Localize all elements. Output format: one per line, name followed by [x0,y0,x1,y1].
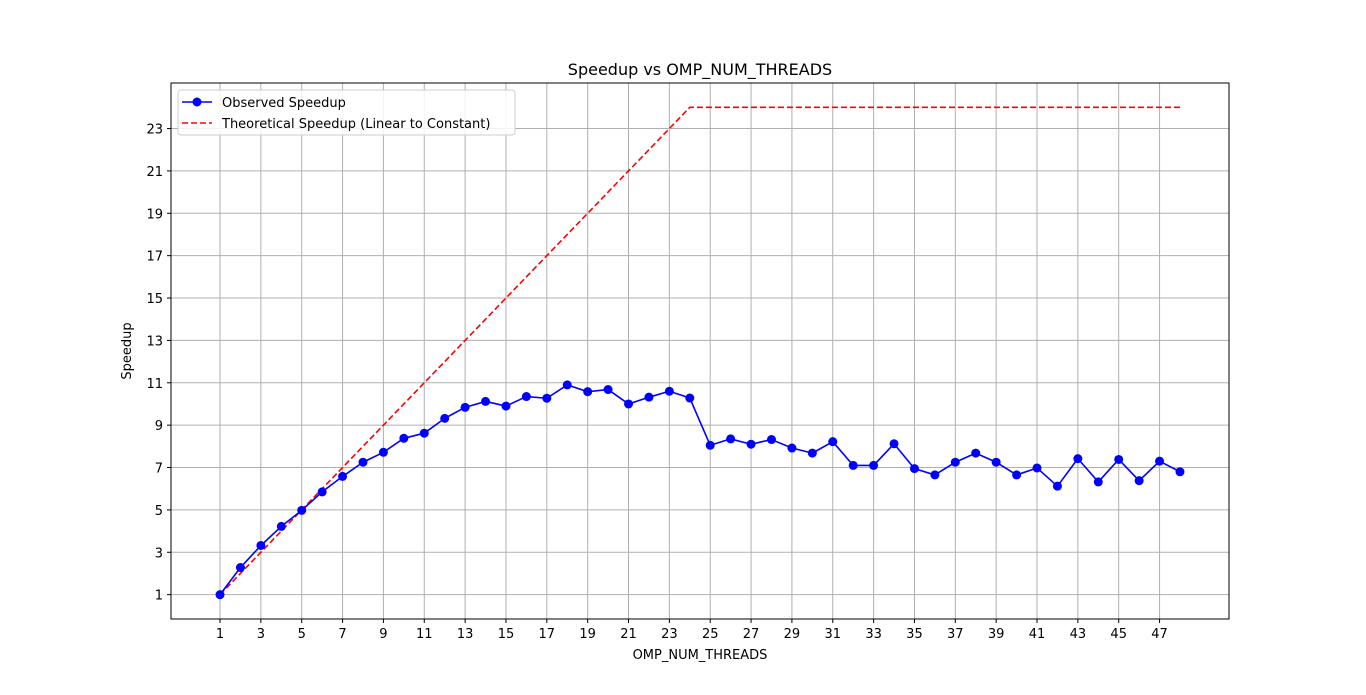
y-tick-label: 1 [155,589,163,604]
plot-series [215,106,1185,600]
observed-speedup-point [685,393,695,403]
legend-box [177,89,516,136]
observed-speedup-point [644,392,654,402]
y-tick-label: 9 [155,419,163,434]
x-tick-label: 45 [1110,627,1127,642]
observed-speedup-point [1114,454,1124,464]
y-tick-label: 21 [146,165,163,180]
x-tick-label: 29 [784,627,801,642]
y-tick-label: 5 [155,504,163,519]
y-tick-label: 23 [146,123,163,138]
observed-speedup-line [219,384,1181,596]
legend-label: Observed Speedup [222,96,346,111]
observed-speedup-point [1175,467,1185,477]
observed-speedup-point [930,470,940,480]
x-tick-label: 15 [498,627,515,642]
x-tick-label: 13 [457,627,474,642]
legend-marker [192,97,202,107]
observed-speedup-point [215,590,225,600]
observed-speedup-point [481,396,491,406]
x-tick-label: 3 [257,627,265,642]
observed-speedup-point [297,505,307,515]
x-tick-label: 17 [539,627,556,642]
observed-speedup-point [521,392,531,402]
grid [171,83,1229,619]
observed-speedup-point [583,387,593,397]
observed-speedup-point [726,434,736,444]
observed-speedup-point [338,471,348,481]
observed-speedup-point [235,563,245,573]
x-tick-label: 41 [1029,627,1046,642]
y-tick-label: 7 [155,462,163,477]
x-tick-label: 47 [1151,627,1168,642]
observed-speedup-point [909,464,919,474]
x-tick-label: 35 [906,627,923,642]
x-tick-label: 19 [579,627,596,642]
observed-speedup-point [766,435,776,445]
legend: Observed Speedup Theoretical Speedup (Lin… [177,89,516,136]
observed-speedup-point [419,428,429,438]
observed-speedup-point [787,443,797,453]
x-tick-label: 11 [416,627,433,642]
observed-speedup-point [807,448,817,458]
observed-speedup-point [624,399,634,409]
x-tick-label: 25 [702,627,719,642]
y-tick-label: 19 [146,207,163,222]
x-axis-title: OMP_NUM_THREADS [633,648,768,663]
x-tick-label: 9 [379,627,387,642]
observed-speedup-point [1073,454,1083,464]
observed-speedup-point [1093,477,1103,487]
x-tick-label: 37 [947,627,964,642]
observed-speedup-point [1052,481,1062,491]
observed-speedup-point [664,386,674,396]
observed-speedup-point [542,393,552,403]
observed-speedup-point [971,448,981,458]
observed-speedup-point [828,437,838,447]
y-tick-label: 11 [146,377,163,392]
y-tick-label: 15 [146,292,163,307]
observed-speedup-point [1012,470,1022,480]
observed-speedup-point [276,521,286,531]
x-tick-label: 23 [661,627,678,642]
observed-speedup-point [501,401,511,411]
observed-speedup-point [991,457,1001,467]
x-tick-label: 5 [298,627,306,642]
observed-speedup-point [950,457,960,467]
observed-speedup-point [705,440,715,450]
observed-speedup-point [317,487,327,497]
x-tick-label: 39 [988,627,1005,642]
y-tick-label: 13 [146,334,163,349]
y-tick-label: 17 [146,250,163,265]
observed-speedup-point [869,460,879,470]
observed-speedup-point [1134,476,1144,486]
observed-speedup-point [1032,463,1042,473]
observed-speedup-point [358,457,368,467]
x-tick-label: 21 [620,627,637,642]
chart-title: Speedup vs OMP_NUM_THREADS [568,60,832,80]
x-tick-label: 43 [1070,627,1087,642]
observed-speedup-point [378,447,388,457]
y-axis-title: Speedup [120,322,135,379]
y-tick-label: 3 [155,546,163,561]
observed-speedup-point [848,460,858,470]
observed-speedup-point [603,385,613,395]
x-tick-label: 31 [824,627,841,642]
x-tick-label: 27 [743,627,760,642]
observed-speedup-point [746,439,756,449]
observed-speedup-point [1155,456,1165,466]
observed-speedup-point [562,380,572,390]
legend-label: Theoretical Speedup (Linear to Constant) [221,117,490,132]
plot-frame [170,82,1230,620]
x-tick-label: 33 [865,627,882,642]
observed-speedup-point [256,540,266,550]
observed-speedup-point [440,413,450,423]
theoretical-speedup-line [219,106,1180,596]
observed-speedup-point [399,433,409,443]
axis-ticks: 1 3 5 7 9 11 13 15 17 19 21 23 25 27 29 31 33 35 37 39 41 43 4… [146,123,1167,642]
observed-speedup-point [889,439,899,449]
x-tick-label: 7 [338,627,346,642]
x-tick-label: 1 [216,627,224,642]
observed-speedup-point [460,402,470,412]
